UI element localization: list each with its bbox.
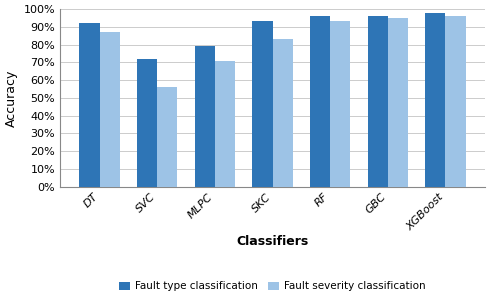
Bar <box>310 16 330 187</box>
Bar <box>252 21 272 187</box>
Legend: Fault type classification, Fault severity classification: Fault type classification, Fault severit… <box>115 277 430 295</box>
Bar <box>388 18 408 187</box>
Bar <box>194 46 215 187</box>
Bar <box>330 21 350 187</box>
Bar <box>215 61 235 187</box>
Bar <box>368 16 388 187</box>
Bar <box>100 32 119 187</box>
X-axis label: Classifiers: Classifiers <box>236 235 308 248</box>
Bar <box>157 87 178 187</box>
Bar <box>272 39 292 187</box>
Y-axis label: Accuracy: Accuracy <box>5 69 18 126</box>
Bar <box>426 13 446 187</box>
Bar <box>137 59 157 187</box>
Bar <box>80 23 100 187</box>
Bar <box>446 16 466 187</box>
